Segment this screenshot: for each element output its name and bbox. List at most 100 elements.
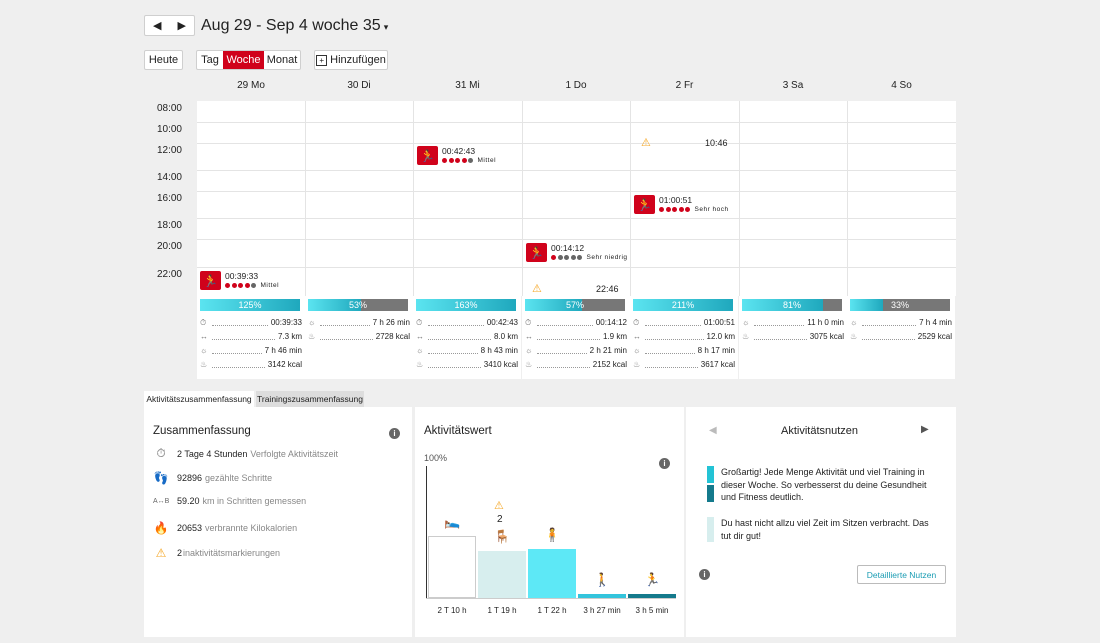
chart-axis — [426, 466, 427, 599]
benefit-panel — [686, 407, 956, 637]
activity-event[interactable]: 🏃 01:00:51 Sehr hoch — [634, 195, 729, 214]
grid-line — [197, 143, 956, 144]
dotted-leader — [537, 334, 600, 340]
activity-goal-fill — [525, 299, 582, 311]
tab-activity-summary[interactable]: Aktivitätszusammenfassung — [144, 391, 254, 407]
inactivity-warning-icon[interactable]: ⚠ — [641, 137, 651, 149]
dotted-leader — [212, 362, 265, 368]
activity-goal-bar: 211% — [633, 299, 733, 311]
day-summary[interactable]: 33% ☼ 7 h 4 min ♨ 2529 kcal — [847, 296, 955, 379]
activity-goal-bar: 53% — [308, 299, 408, 311]
chart-bar[interactable] — [628, 594, 676, 598]
distance-icon: ↔ — [525, 332, 533, 341]
date-range-dropdown[interactable]: Aug 29 - Sep 4 woche 35 ▾ — [201, 17, 388, 35]
activity-event[interactable]: 🏃 00:42:43 Mittel — [417, 146, 496, 165]
calendar-grid[interactable] — [197, 101, 956, 296]
dotted-leader — [645, 334, 704, 340]
benefit-title: Aktivitätsnutzen — [781, 425, 859, 437]
chart-bar[interactable] — [528, 548, 576, 598]
day-summary[interactable]: 211% ⏱ 01:00:51 ↔ 12.0 km ☼ 8 h 17 min ♨ 3617 kc… — [630, 296, 738, 379]
summary-value: 92896 — [177, 473, 203, 483]
summary-duration-row: ⏱ 00:14:12 — [525, 316, 627, 329]
day-header-6: 4 So — [891, 80, 912, 91]
activity-time-icon: ☼ — [200, 346, 208, 355]
activity-goal-percent: 53% — [348, 300, 367, 310]
activity-goal-percent: 81% — [782, 300, 801, 310]
standing-icon: 🧍 — [544, 526, 561, 542]
dotted-leader — [645, 348, 695, 354]
dotted-leader — [428, 320, 484, 326]
chart-bar[interactable] — [478, 551, 526, 598]
summary-distance-value: 8.0 km — [493, 332, 518, 341]
activity-event[interactable]: 🏃 00:14:12 Sehr niedrig — [526, 243, 628, 262]
summary-value: 2 Tage 4 Stunden — [177, 448, 248, 459]
dotted-leader — [428, 334, 491, 340]
day-summary[interactable]: 163% ⏱ 00:42:43 ↔ 8.0 km ☼ 8 h 43 min ♨ 3410 kca… — [413, 296, 521, 379]
summary-time-row: ☼ 7 h 46 min — [200, 344, 302, 357]
intensity-dots: Mittel — [225, 281, 279, 290]
add-button[interactable]: + Hinzufügen — [314, 50, 388, 70]
today-button[interactable]: Heute — [144, 50, 183, 70]
intensity-dots: Sehr hoch — [659, 205, 729, 214]
grid-line — [197, 239, 956, 240]
distance-icon: ↔ — [200, 332, 208, 341]
activity-goal-bar: 57% — [525, 299, 625, 311]
stopwatch-icon: ⏱ — [156, 446, 166, 460]
grid-line — [197, 267, 956, 268]
day-header-3: 1 Do — [565, 80, 587, 91]
prev-benefit-icon[interactable]: ◀ — [709, 425, 717, 436]
summary-kcal-row: ♨ 3617 kcal — [633, 358, 735, 371]
day-summary[interactable]: 125% ⏱ 00:39:33 ↔ 7.3 km ☼ 7 h 46 min ♨ 3142 kca… — [197, 296, 305, 379]
view-month-button[interactable]: Monat — [266, 54, 298, 66]
dotted-leader — [212, 334, 275, 340]
summary-duration-row: ⏱ 00:42:43 — [416, 316, 518, 329]
info-icon[interactable]: i — [389, 428, 400, 439]
time-label: 16:00 — [156, 193, 182, 204]
activity-value-title: Aktivitätswert — [424, 425, 492, 437]
flame-icon: ♨ — [742, 332, 750, 341]
chart-bar[interactable] — [428, 535, 476, 598]
activity-event[interactable]: 🏃 00:39:33 Mittel — [200, 271, 279, 290]
summary-label: km in Schritten gemessen — [202, 496, 307, 506]
summary-duration-row: ⏱ 00:39:33 — [200, 316, 302, 329]
dotted-leader — [537, 320, 593, 326]
flame-icon: ♨ — [200, 360, 208, 369]
summary-time-value: 11 h 0 min — [807, 318, 844, 327]
inactivity-count: 2 — [497, 514, 503, 525]
time-label: 14:00 — [156, 172, 182, 183]
day-header-1: 30 Di — [347, 80, 371, 91]
time-label: 22:00 — [156, 269, 182, 280]
summary-time-row: ☼ 7 h 4 min — [850, 316, 952, 329]
activity-time-icon: ☼ — [416, 346, 424, 355]
summary-row: 👣 92896 gezählte Schritte — [153, 471, 273, 485]
view-switcher: Tag Woche Monat — [196, 50, 301, 70]
detailed-benefits-button[interactable]: Detaillierte Nutzen — [857, 565, 946, 584]
summary-time-row: ☼ 8 h 43 min — [416, 344, 518, 357]
day-summary[interactable]: 57% ⏱ 00:14:12 ↔ 1.9 km ☼ 2 h 21 min ♨ 2152 kcal — [522, 296, 630, 379]
summary-distance-value: 1.9 km — [602, 332, 627, 341]
inactivity-warning-icon[interactable]: ⚠ — [532, 283, 542, 295]
chart-bar[interactable] — [578, 594, 626, 598]
chart-x-label: 2 T 10 h — [437, 606, 467, 615]
inactivity-warning-icon: ⚠ — [155, 546, 167, 560]
summary-distance-row: ↔ 1.9 km — [525, 330, 627, 343]
day-summary[interactable]: 53% ☼ 7 h 26 min ♨ 2728 kcal — [305, 296, 413, 379]
grid-line — [847, 101, 848, 379]
view-day-button[interactable]: Tag — [201, 54, 219, 66]
info-icon[interactable]: i — [699, 569, 710, 580]
summary-duration-value: 00:39:33 — [270, 318, 302, 327]
activity-time-icon: ☼ — [525, 346, 533, 355]
inactivity-time: 22:46 — [596, 284, 619, 294]
day-summary[interactable]: 81% ☼ 11 h 0 min ♨ 3075 kcal — [739, 296, 847, 379]
summary-duration-row: ⏱ 01:00:51 — [633, 316, 735, 329]
info-icon[interactable]: i — [659, 458, 670, 469]
next-week-button[interactable]: ▶ — [177, 20, 186, 32]
chart-baseline — [426, 598, 676, 599]
activity-goal-percent: 211% — [671, 300, 695, 310]
view-week-button[interactable]: Woche — [223, 51, 264, 69]
next-benefit-icon[interactable]: ▶ — [921, 424, 929, 435]
summary-row: 🔥 20653 verbrannte Kilokalorien — [153, 521, 298, 535]
prev-week-button[interactable]: ◀ — [153, 20, 162, 32]
tab-training-summary[interactable]: Trainingszusammenfassung — [256, 391, 364, 407]
